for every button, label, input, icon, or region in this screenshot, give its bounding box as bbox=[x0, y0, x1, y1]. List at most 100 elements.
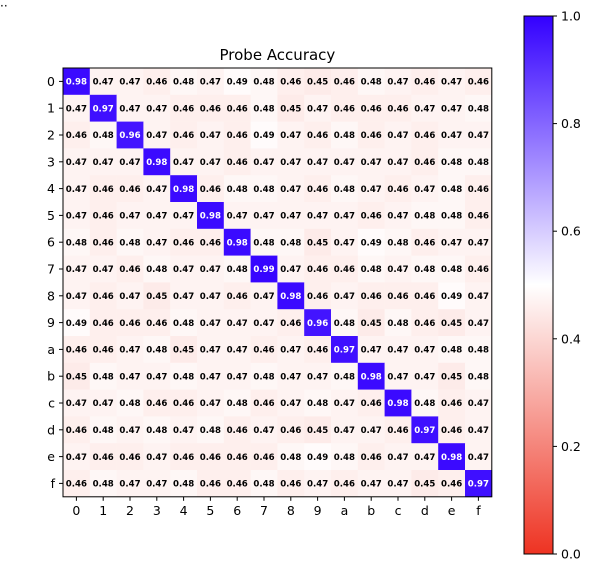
heatmap-cell bbox=[89, 470, 117, 498]
heatmap-cell bbox=[223, 470, 251, 498]
heatmap-cell bbox=[223, 309, 251, 337]
cell-value-label: 0.47 bbox=[146, 212, 167, 222]
heatmap-cell bbox=[250, 470, 278, 498]
cell-value-label: 0.46 bbox=[307, 131, 328, 141]
cell-value-label: 0.47 bbox=[66, 158, 87, 168]
cell-value-label: 0.47 bbox=[200, 265, 221, 275]
heatmap-cell bbox=[438, 336, 466, 364]
heatmap-cell bbox=[411, 121, 439, 149]
cell-value-label: 0.48 bbox=[146, 265, 167, 275]
cell-value-label: 0.48 bbox=[361, 265, 382, 275]
cell-value-label: 0.47 bbox=[307, 104, 328, 114]
cell-value-label: 0.96 bbox=[119, 131, 140, 141]
heatmap-cell bbox=[223, 282, 251, 310]
heatmap-cell bbox=[438, 68, 466, 96]
cell-value-label: 0.47 bbox=[200, 292, 221, 302]
cell-value-label: 0.49 bbox=[253, 131, 274, 141]
cell-value-label: 0.46 bbox=[93, 292, 114, 302]
cell-value-label: 0.45 bbox=[307, 238, 328, 248]
cell-value-label: 0.47 bbox=[280, 372, 301, 382]
heatmap-cell bbox=[331, 255, 359, 283]
heatmap-cell bbox=[250, 336, 278, 364]
cell-value-label: 0.47 bbox=[146, 372, 167, 382]
cell-value-label: 0.47 bbox=[200, 346, 221, 356]
heatmap-cell bbox=[277, 389, 305, 417]
cell-value-label: 0.46 bbox=[414, 78, 435, 88]
cell-value-label: 0.47 bbox=[200, 158, 221, 168]
heatmap-cell bbox=[197, 121, 225, 149]
heatmap-cell bbox=[89, 309, 117, 337]
cell-value-label: 0.46 bbox=[227, 104, 248, 114]
heatmap-cell bbox=[116, 148, 144, 176]
cell-value-label: 0.46 bbox=[227, 158, 248, 168]
cell-value-label: 0.47 bbox=[66, 453, 87, 463]
heatmap-cell bbox=[143, 148, 171, 176]
cell-value-label: 0.48 bbox=[414, 212, 435, 222]
cell-value-label: 0.49 bbox=[227, 78, 248, 88]
y-tick-label: 6 bbox=[47, 235, 55, 250]
cell-value-label: 0.48 bbox=[441, 158, 462, 168]
cell-value-label: 0.47 bbox=[227, 346, 248, 356]
heatmap-cell bbox=[357, 175, 385, 203]
heatmap-cell bbox=[223, 94, 251, 122]
heatmap-cell bbox=[277, 121, 305, 149]
heatmap-cell bbox=[304, 282, 332, 310]
heatmap-cell bbox=[304, 336, 332, 364]
heatmap-cell bbox=[223, 416, 251, 444]
heatmap-cell bbox=[304, 309, 332, 337]
cell-value-label: 0.47 bbox=[280, 185, 301, 195]
x-tick-label: 9 bbox=[314, 503, 322, 518]
heatmap-cell bbox=[250, 362, 278, 390]
heatmap-cell bbox=[116, 282, 144, 310]
heatmap-cell bbox=[277, 202, 305, 230]
heatmap-cell bbox=[384, 443, 412, 471]
cell-value-label: 0.48 bbox=[253, 480, 274, 490]
colorbar-tick-label: 0.2 bbox=[561, 439, 581, 454]
heatmap-cell bbox=[465, 175, 493, 203]
cell-value-label: 0.47 bbox=[173, 212, 194, 222]
heatmap-cell bbox=[411, 228, 439, 256]
cell-value-label: 0.47 bbox=[334, 212, 355, 222]
heatmap-cell bbox=[411, 255, 439, 283]
cell-value-label: 0.47 bbox=[119, 212, 140, 222]
cell-value-label: 0.46 bbox=[227, 480, 248, 490]
cell-value-label: 0.48 bbox=[253, 78, 274, 88]
heatmap-cell bbox=[277, 228, 305, 256]
cell-value-label: 0.46 bbox=[227, 426, 248, 436]
cell-value-label: 0.46 bbox=[200, 453, 221, 463]
cell-value-label: 0.46 bbox=[253, 453, 274, 463]
heatmap-cell bbox=[250, 202, 278, 230]
cell-value-label: 0.46 bbox=[173, 399, 194, 409]
cell-value-label: 0.46 bbox=[253, 346, 274, 356]
heatmap-cell bbox=[357, 309, 385, 337]
cell-value-label: 0.98 bbox=[361, 372, 382, 382]
heatmap-cell bbox=[223, 148, 251, 176]
y-tick-label: 3 bbox=[47, 154, 55, 169]
cell-value-label: 0.48 bbox=[119, 238, 140, 248]
y-tick-label: f bbox=[51, 476, 56, 491]
cell-value-label: 0.45 bbox=[361, 319, 382, 329]
cell-value-label: 0.46 bbox=[468, 78, 489, 88]
heatmap-cell bbox=[250, 148, 278, 176]
cell-value-label: 0.47 bbox=[334, 158, 355, 168]
heatmap-cell bbox=[438, 282, 466, 310]
cell-value-label: 0.48 bbox=[414, 399, 435, 409]
heatmap-cell bbox=[143, 470, 171, 498]
cell-value-label: 0.47 bbox=[387, 453, 408, 463]
cell-value-label: 0.47 bbox=[146, 131, 167, 141]
cell-value-label: 0.47 bbox=[93, 158, 114, 168]
heatmap-cell bbox=[197, 255, 225, 283]
heatmap-cell bbox=[170, 416, 198, 444]
heatmap-cell bbox=[277, 470, 305, 498]
heatmap-cell bbox=[116, 470, 144, 498]
heatmap-cell bbox=[384, 416, 412, 444]
heatmap-cell bbox=[170, 362, 198, 390]
cell-value-label: 0.47 bbox=[93, 265, 114, 275]
heatmap-cell bbox=[411, 336, 439, 364]
heatmap-cell bbox=[438, 255, 466, 283]
cell-value-label: 0.46 bbox=[414, 131, 435, 141]
cell-value-label: 0.47 bbox=[387, 265, 408, 275]
heatmap-cell bbox=[63, 282, 91, 310]
cell-value-label: 0.47 bbox=[468, 319, 489, 329]
cell-value-label: 0.46 bbox=[361, 453, 382, 463]
